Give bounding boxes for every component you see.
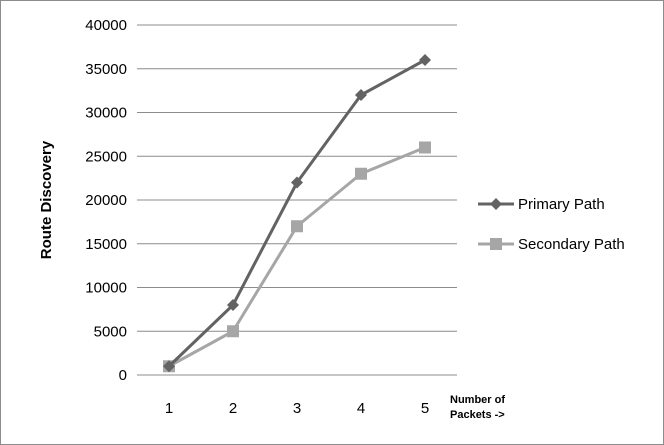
data-point	[355, 89, 367, 101]
y-tick-label: 40000	[85, 17, 127, 34]
data-point	[355, 167, 367, 180]
legend-label: Primary Path	[518, 196, 605, 213]
legend-marker	[490, 238, 502, 250]
data-point	[227, 299, 239, 311]
y-tick-label: 15000	[85, 236, 127, 253]
x-tick-label: 2	[229, 400, 237, 417]
series-group	[163, 54, 431, 373]
y-tick-label: 25000	[85, 148, 127, 165]
y-tick-label: 5000	[94, 323, 127, 340]
y-tick-label: 0	[119, 367, 127, 384]
x-tick-label: 4	[357, 400, 365, 417]
x-axis-label-line2: Packets ->	[450, 409, 505, 421]
y-tick-label: 30000	[85, 105, 127, 122]
series-secondary-path	[163, 141, 431, 373]
x-tick-label: 3	[293, 400, 301, 417]
legend-marker	[490, 198, 502, 210]
data-point	[291, 220, 303, 233]
y-axis-label: Route Discovery	[38, 140, 55, 259]
y-tick-label: 20000	[85, 192, 127, 209]
data-point	[419, 141, 431, 154]
y-tick-labels: 0 5000 10000 15000 20000 25000 30000 35000 40000	[85, 17, 127, 384]
x-tick-label: 1	[165, 400, 173, 417]
y-tick-label: 10000	[85, 280, 127, 297]
data-point	[419, 54, 431, 66]
legend-label: Secondary Path	[518, 236, 625, 253]
data-point	[163, 360, 175, 373]
series-primary-path	[163, 54, 431, 373]
grid-lines	[137, 24, 457, 332]
x-axis-label-line1: Number of	[450, 394, 505, 406]
series-line	[167, 58, 426, 368]
x-tick-labels: 1 2 3 4 5	[165, 400, 429, 417]
legend-item: Primary Path	[478, 196, 605, 213]
data-point	[227, 325, 239, 338]
data-point	[291, 176, 303, 189]
legend: Primary Path Secondary Path	[478, 196, 625, 253]
x-tick-label: 5	[421, 400, 429, 417]
y-tick-label: 35000	[85, 61, 127, 78]
legend-item: Secondary Path	[478, 236, 625, 253]
